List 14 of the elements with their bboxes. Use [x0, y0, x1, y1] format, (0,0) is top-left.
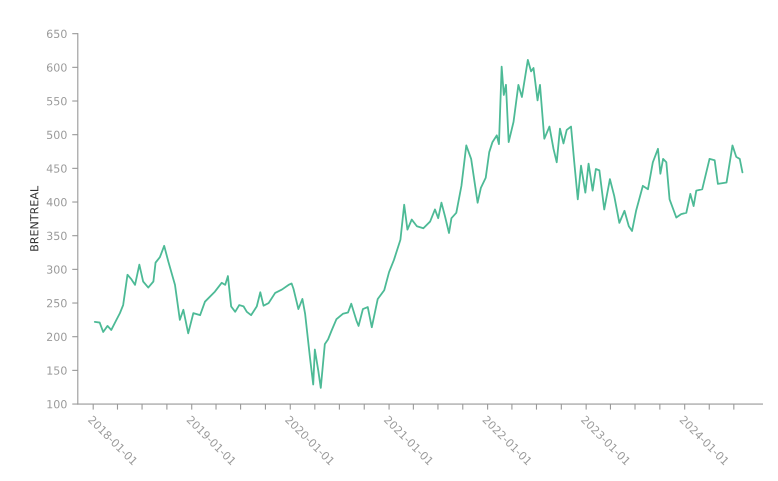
y-tick-label: 500	[47, 130, 67, 140]
y-tick-label: 100	[47, 400, 67, 408]
y-tick-label: 400	[46, 198, 67, 206]
y-tick-label: 200	[46, 332, 67, 342]
y-tick-label: 250	[46, 299, 67, 308]
y-tick-label: 550	[47, 96, 67, 106]
y-tick-label: 150	[47, 366, 67, 375]
y-tick-label: 300	[47, 265, 67, 274]
y-axis-title: BRENTREAL	[30, 186, 38, 251]
y-tick-label: 600	[46, 63, 67, 72]
y-tick-label: 450	[46, 164, 67, 173]
y-tick-label: 350	[47, 232, 67, 240]
y-tick-label: 650	[46, 30, 67, 38]
line-series	[94, 59, 744, 389]
